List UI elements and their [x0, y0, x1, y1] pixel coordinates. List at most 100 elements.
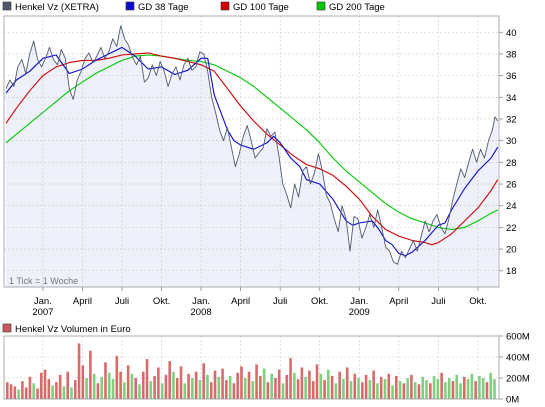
volume-bar — [183, 383, 187, 400]
volume-bar — [474, 381, 477, 399]
volume-bar — [259, 375, 262, 399]
volume-bar — [240, 366, 243, 399]
volume-bar — [361, 382, 364, 399]
volume-bar — [70, 387, 73, 399]
volume-bar — [308, 370, 311, 399]
volume-bar — [296, 379, 300, 399]
price-area — [6, 25, 498, 288]
volume-bar — [172, 371, 175, 399]
volume-bar — [73, 380, 77, 399]
volume-bar — [149, 381, 153, 399]
y-tick-label: 0M — [506, 395, 519, 406]
volume-bar — [58, 374, 62, 399]
volume-bar — [9, 384, 13, 399]
volume-bar — [274, 378, 277, 399]
volume-bar — [168, 361, 171, 399]
x-tick-label: April — [73, 296, 92, 307]
x-tick-label: April — [231, 296, 250, 307]
volume-bar — [51, 385, 54, 399]
volume-bar — [447, 378, 451, 399]
volume-bar — [470, 373, 474, 399]
volume-bar — [485, 382, 489, 399]
volume-bar — [345, 367, 349, 399]
volume-bar — [410, 374, 413, 399]
volume-bar — [387, 373, 391, 399]
x-tick-year: 2009 — [349, 307, 370, 318]
volume-bar — [123, 382, 126, 399]
volume-bar — [32, 383, 36, 400]
volume-bar — [179, 366, 183, 399]
legend-swatch — [220, 1, 230, 11]
volume-bar — [81, 365, 85, 399]
volume-bar — [311, 381, 315, 399]
volume-bar — [293, 372, 296, 400]
volume-bar — [323, 380, 326, 399]
volume-bar — [357, 378, 360, 399]
legend-swatch — [2, 1, 12, 11]
y-tick-label: 600M — [506, 332, 530, 343]
volume-bar — [213, 370, 217, 399]
legend-swatch — [316, 1, 326, 11]
legend-label: Henkel Vz (XETRA) — [15, 2, 99, 13]
volume-bar — [225, 380, 228, 399]
volume-bar — [417, 384, 421, 399]
volume-bar — [92, 373, 96, 399]
volume-bar — [429, 383, 432, 400]
volume-bar — [300, 367, 304, 399]
volume-bar — [327, 369, 330, 399]
volume-bar — [119, 371, 122, 399]
volume-bar — [402, 383, 406, 400]
x-tick-label: Okt. — [311, 296, 328, 307]
volume-bar — [338, 371, 341, 399]
volume-bar — [47, 379, 51, 399]
gd38-line — [5, 46, 499, 257]
volume-bar — [304, 376, 307, 399]
volume-bar — [28, 376, 32, 399]
x-tick-label: Jan. — [350, 296, 368, 307]
volume-bar — [444, 382, 447, 399]
volume-bar — [138, 384, 141, 399]
volume-bar — [262, 368, 266, 399]
volume-bar — [493, 379, 496, 399]
volume-bar — [478, 375, 481, 399]
volume-bar — [466, 379, 470, 399]
volume-bar — [353, 373, 357, 399]
volume-bar — [315, 364, 319, 399]
volume-bar — [187, 373, 190, 399]
volume-bar — [459, 383, 462, 400]
volume-bar — [55, 382, 58, 399]
volume-bar — [115, 355, 119, 399]
y-tick-label: 18 — [506, 266, 517, 277]
legend-label: Henkel Vz Volumen in Euro — [15, 324, 131, 335]
volume-bar — [141, 371, 145, 399]
volume-bar — [455, 374, 459, 399]
legend-swatch — [125, 1, 135, 11]
volume-bar — [39, 372, 43, 400]
volume-bar — [206, 374, 209, 399]
volume-bar — [157, 367, 160, 399]
price-line — [5, 25, 499, 265]
volume-bar — [104, 362, 107, 400]
volume-bar — [100, 376, 103, 399]
volume-bar — [436, 379, 440, 399]
x-tick-label: Jan. — [192, 296, 210, 307]
volume-bar — [489, 372, 493, 400]
plot-border — [3, 15, 500, 288]
volume-legend: Henkel Vz Volumen in Euro — [2, 323, 131, 335]
volume-bar — [89, 350, 92, 399]
volume-bar — [21, 381, 24, 399]
volume-bar — [164, 374, 168, 399]
y-tick-label: 34 — [506, 93, 517, 104]
y-tick-label: 30 — [506, 136, 517, 147]
volume-bar — [85, 378, 88, 399]
volume-bar — [349, 381, 353, 399]
volume-bar — [134, 378, 137, 399]
y-tick-label: 24 — [506, 201, 517, 212]
volume-bar — [221, 368, 224, 399]
volume-bar — [36, 388, 39, 399]
volume-bar — [319, 373, 323, 399]
volume-bar — [160, 383, 164, 400]
x-tick-year: 2008 — [191, 307, 212, 318]
